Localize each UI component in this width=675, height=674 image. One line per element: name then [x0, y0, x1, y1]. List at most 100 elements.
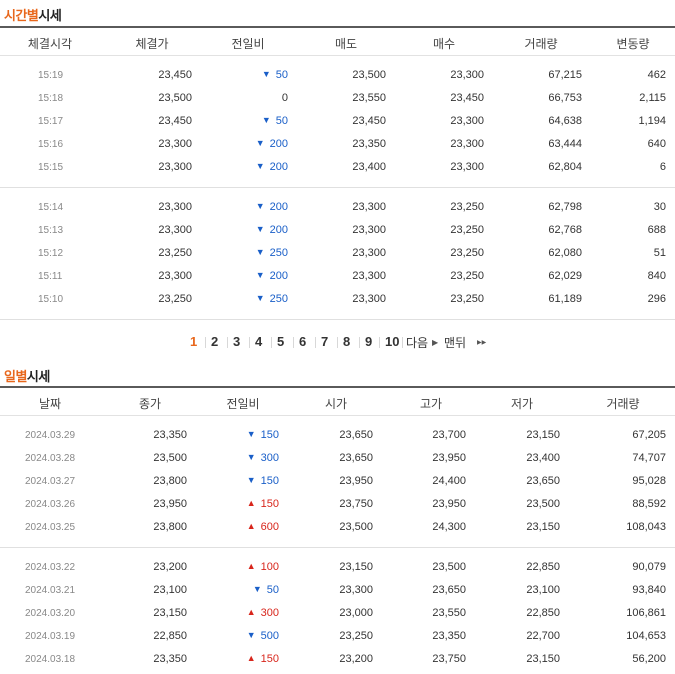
header-date: 날짜 — [38, 397, 62, 411]
volume: 95,028 — [632, 475, 666, 487]
bid-price: 23,250 — [450, 293, 484, 305]
change-value: 200 — [269, 270, 288, 282]
page-link-5[interactable]: 5 — [277, 334, 285, 349]
open-price: 23,150 — [339, 561, 373, 573]
triangle-down-icon: ▼ — [252, 584, 262, 594]
volume: 62,768 — [548, 224, 582, 236]
triangle-down-icon: ▼ — [255, 161, 265, 171]
change-value: 250 — [269, 247, 288, 259]
open-price: 23,950 — [339, 475, 373, 487]
page-link-2[interactable]: 2 — [211, 334, 219, 349]
close-price: 23,200 — [153, 561, 187, 573]
volume-delta: 688 — [647, 224, 666, 236]
volume: 90,079 — [632, 561, 666, 573]
table-row: 15:13 23,300 ▼ 200 23,300 23,250 62,768 688 — [0, 219, 675, 242]
bid-price: 23,300 — [450, 115, 484, 127]
high-price: 23,750 — [432, 653, 466, 665]
close-price: 22,850 — [153, 630, 187, 642]
volume-delta: 296 — [647, 293, 666, 305]
high-price: 23,950 — [432, 498, 466, 510]
low-price: 23,650 — [526, 475, 560, 487]
bid-price: 23,250 — [450, 270, 484, 282]
next-page-link[interactable]: 다음 — [406, 336, 429, 350]
volume: 62,804 — [548, 161, 582, 173]
volume-delta: 6 — [659, 161, 666, 173]
triangle-down-icon: ▼ — [255, 224, 265, 234]
page-link-8[interactable]: 8 — [343, 334, 351, 349]
change-cell: ▲ 600 — [247, 521, 279, 533]
change-cell: ▼ 200 — [256, 138, 288, 150]
ask-price: 23,450 — [352, 115, 386, 127]
triangle-up-icon: ▲ — [246, 561, 256, 571]
volume-delta: 640 — [647, 138, 666, 150]
ask-price: 23,350 — [352, 138, 386, 150]
volume-delta: 51 — [653, 247, 666, 259]
change-value: 0 — [281, 92, 288, 104]
ask-price: 23,300 — [352, 293, 386, 305]
page-link-3[interactable]: 3 — [233, 334, 241, 349]
low-price: 23,400 — [526, 452, 560, 464]
change-cell: ▲ 100 — [247, 561, 279, 573]
page-separator — [379, 337, 380, 348]
header-ask: 매도 — [334, 37, 358, 51]
volume-delta: 462 — [647, 69, 666, 81]
bid-price: 23,250 — [450, 224, 484, 236]
page-link-6[interactable]: 6 — [299, 334, 307, 349]
trade-time: 15:12 — [38, 248, 64, 259]
low-price: 23,100 — [526, 584, 560, 596]
change-value: 150 — [260, 498, 279, 510]
bid-price: 23,250 — [450, 201, 484, 213]
trade-price: 23,300 — [158, 224, 192, 236]
change-cell: ▼ 200 — [256, 270, 288, 282]
trade-price: 23,500 — [158, 92, 192, 104]
page-link-10[interactable]: 10 — [385, 334, 400, 349]
header-low: 저가 — [510, 397, 534, 411]
page-link-7[interactable]: 7 — [321, 334, 329, 349]
triangle-down-icon: ▼ — [255, 270, 265, 280]
last-page-link[interactable]: 맨뒤 — [444, 336, 467, 350]
volume: 88,592 — [632, 498, 666, 510]
high-price: 23,500 — [432, 561, 466, 573]
change-value: 100 — [260, 561, 279, 573]
header-volume: 거래량 — [606, 397, 640, 411]
change-value: 500 — [260, 630, 279, 642]
table-row: 15:17 23,450 ▼ 50 23,450 23,300 64,638 1,194 — [0, 110, 675, 133]
header-trade-time: 체결시각 — [27, 37, 73, 51]
low-price: 23,150 — [526, 653, 560, 665]
page-link-1[interactable]: 1 — [190, 334, 198, 349]
table-bottom-border — [0, 319, 675, 320]
low-price: 23,150 — [526, 429, 560, 441]
change-value: 150 — [260, 429, 279, 441]
page-link-9[interactable]: 9 — [365, 334, 373, 349]
high-price: 23,650 — [432, 584, 466, 596]
volume-delta: 1,194 — [638, 115, 666, 127]
page-separator — [337, 337, 338, 348]
bid-price: 23,300 — [450, 161, 484, 173]
open-price: 23,300 — [339, 584, 373, 596]
header-bid: 매수 — [432, 37, 456, 51]
page-separator — [249, 337, 250, 348]
change-cell: ▼ 50 — [253, 584, 279, 596]
low-price: 22,850 — [526, 561, 560, 573]
table-row: 2024.03.28 23,500 ▼ 300 23,650 23,950 23,400 74… — [0, 447, 675, 470]
volume: 108,043 — [626, 521, 666, 533]
trade-time: 15:19 — [38, 70, 64, 81]
change-value: 150 — [260, 653, 279, 665]
page-link-4[interactable]: 4 — [255, 334, 263, 349]
change-cell: ▼ 200 — [256, 224, 288, 236]
daily-header-topline — [0, 386, 675, 388]
trade-date: 2024.03.25 — [25, 522, 76, 533]
change-cell: ▼ 150 — [247, 429, 279, 441]
table-row: 2024.03.25 23,800 ▲ 600 23,500 24,300 23,150 10… — [0, 516, 675, 539]
triangle-down-icon: ▼ — [255, 201, 265, 211]
header-delta: 변동량 — [616, 37, 650, 51]
table-row: 15:16 23,300 ▼ 200 23,350 23,300 63,444 640 — [0, 133, 675, 156]
volume: 56,200 — [632, 653, 666, 665]
volume-delta: 840 — [647, 270, 666, 282]
close-price: 23,800 — [153, 475, 187, 487]
change-cell: ▼ 200 — [256, 201, 288, 213]
daily-header-bottomline — [0, 415, 675, 416]
header-trade-price: 체결가 — [135, 37, 169, 51]
header-high: 고가 — [419, 397, 443, 411]
page-separator — [359, 337, 360, 348]
